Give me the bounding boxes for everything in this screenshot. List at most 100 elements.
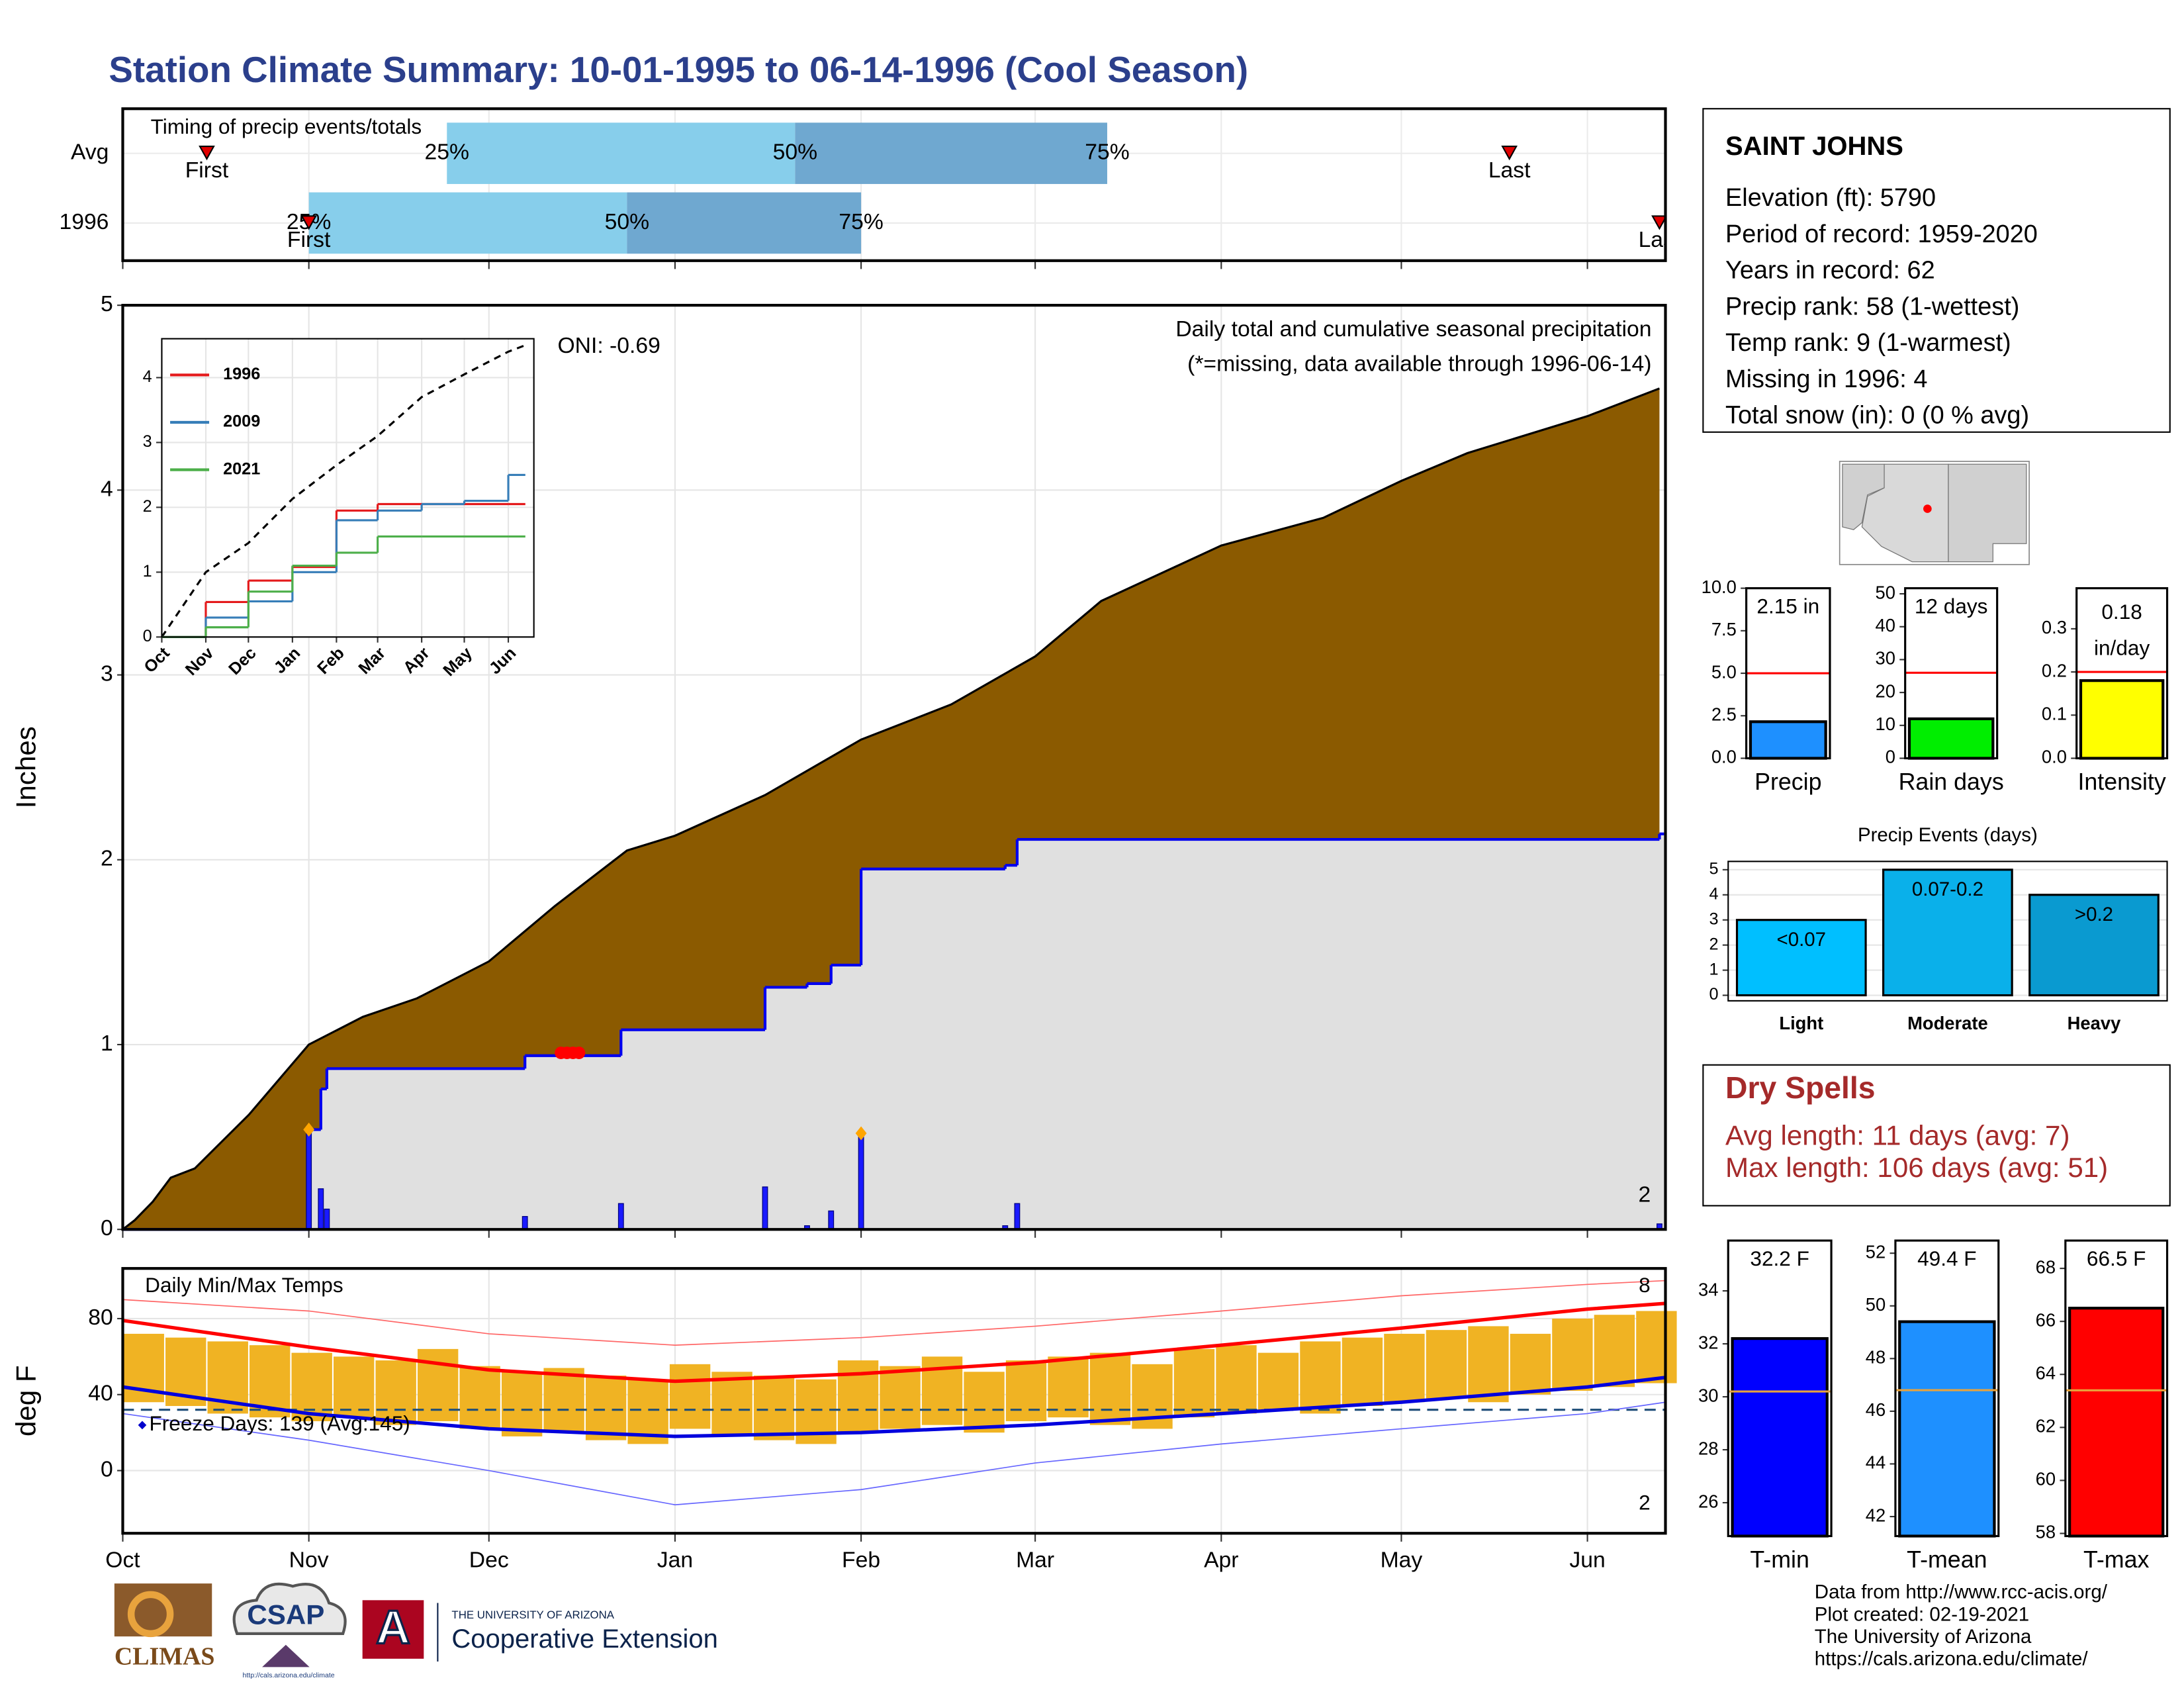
panel-border — [1904, 587, 1999, 760]
x-tick-label: Jan — [657, 1548, 693, 1572]
cumulative-fill — [1659, 833, 1665, 1230]
y-tick-label: 2 — [143, 497, 152, 516]
cumulative-fill — [807, 983, 833, 1230]
station-name: SAINT JOHNS — [1725, 132, 1903, 161]
panel-border — [121, 107, 1667, 262]
location-map — [1839, 461, 2030, 565]
event-bar — [1735, 919, 1867, 997]
credit: The University of Arizona — [1815, 1626, 2032, 1648]
dry-spells-box — [1702, 1064, 2171, 1207]
cumulative-fill — [764, 987, 808, 1230]
logo-shape — [232, 1582, 347, 1635]
info-line: Missing in 1996: 4 — [1725, 365, 1927, 393]
row-label: 1996 — [59, 210, 109, 234]
y-tick-label: 3 — [1709, 910, 1718, 928]
logo-shape — [127, 1591, 174, 1638]
y-tick-label: 60 — [2036, 1469, 2056, 1489]
y-tick-label: 80 — [88, 1305, 113, 1330]
quartile-label: 50% — [605, 210, 649, 234]
y-tick-label: 50 — [1875, 582, 1895, 602]
quartile-label: 75% — [839, 210, 883, 234]
temp-range-bar — [1510, 1333, 1551, 1395]
legend-label: 1996 — [223, 365, 260, 383]
station-dot — [1923, 504, 1932, 513]
x-tick-label: Light — [1779, 1013, 1823, 1033]
y-tick-label: 40 — [88, 1382, 113, 1406]
event-label: First — [185, 158, 229, 183]
y-tick-label: 10.0 — [1702, 577, 1737, 597]
temp-range-bar — [543, 1368, 584, 1433]
average-cumulative-line — [122, 387, 1660, 1231]
x-tick-label: Dec — [469, 1548, 509, 1572]
event-marker — [300, 215, 317, 230]
y-tick-label: 68 — [2036, 1256, 2056, 1277]
y-tick-label: 40 — [1875, 615, 1895, 635]
x-tick-label: May — [1381, 1548, 1423, 1572]
daily-precip-bar — [858, 1133, 864, 1230]
dry-spells-title: Dry Spells — [1725, 1070, 1876, 1105]
temp-range-bar — [1089, 1352, 1131, 1425]
y-tick-label: 30 — [1698, 1385, 1718, 1405]
bin-label: 0.07-0.2 — [1912, 878, 1983, 900]
temp-range-bar — [964, 1372, 1005, 1433]
info-line: Elevation (ft): 5790 — [1725, 184, 1936, 212]
temp-range-bar — [333, 1356, 375, 1418]
panel-title: Timing of precip events/totals — [151, 115, 422, 138]
quartile-bar — [308, 192, 627, 254]
row-label: Avg — [71, 140, 109, 165]
cumulative-fill — [525, 1055, 622, 1230]
panel-border — [1727, 1239, 1833, 1538]
daily-precip-bar — [324, 1208, 330, 1230]
y-tick-label: 58 — [2036, 1522, 2056, 1542]
temp-range-bar — [1216, 1345, 1257, 1414]
info-line: Years in record: 62 — [1725, 257, 1935, 285]
value-bar — [1749, 720, 1827, 760]
quartile-label: 50% — [773, 140, 817, 165]
quartile-bar — [447, 122, 796, 184]
y-tick-label: 0.2 — [2042, 660, 2067, 680]
value-bar — [1907, 717, 1995, 760]
value-label: 66.5 F — [2087, 1246, 2146, 1270]
legend-label: 2021 — [223, 459, 260, 478]
logo-text: Cooperative Extension — [451, 1624, 717, 1654]
y-tick-label: 3 — [101, 661, 113, 686]
y-tick-label: 32 — [1698, 1332, 1718, 1352]
chart-title: Daily total and cumulative seasonal prec… — [1175, 317, 1651, 342]
legend-label: 2009 — [223, 412, 260, 431]
x-tick-label: Heavy — [2068, 1013, 2121, 1033]
quartile-bar — [795, 122, 1107, 184]
temp-range-bar — [1384, 1333, 1425, 1403]
freeze-label: Freeze Days: 139 (Avg:145) — [149, 1411, 410, 1435]
panel-border — [2075, 587, 2169, 760]
info-line: Total snow (in): 0 (0 % avg) — [1725, 402, 2029, 430]
x-axis-label: Rain days — [1899, 769, 2004, 795]
cumulative-fill — [831, 964, 862, 1230]
y-tick-label: 52 — [1866, 1241, 1886, 1262]
y-tick-label: 0 — [143, 627, 152, 645]
y-tick-label: 42 — [1866, 1505, 1886, 1525]
peak-marker — [303, 1122, 315, 1137]
missing-marker — [572, 1047, 586, 1060]
panel-border — [1727, 861, 2168, 1002]
y-tick-label: 2.5 — [1711, 704, 1737, 725]
event-marker — [1651, 215, 1666, 230]
bin-label: <0.07 — [1777, 929, 1827, 951]
y-tick-label: 0 — [101, 1216, 113, 1241]
quartile-bar — [627, 192, 862, 254]
y-tick-label: 46 — [1866, 1399, 1886, 1420]
x-tick-label: Feb — [842, 1548, 880, 1572]
event-bar — [1882, 868, 2013, 997]
y-tick-label: 0.0 — [1711, 747, 1737, 767]
cumulative-fill — [326, 1068, 526, 1230]
temp-range-bar — [1257, 1352, 1299, 1410]
event-label: First — [287, 228, 331, 252]
panel-border — [121, 1267, 1667, 1535]
y-tick-label: 44 — [1866, 1452, 1886, 1473]
temp-range-bar — [711, 1372, 752, 1436]
x-tick-label: Moderate — [1907, 1013, 1988, 1033]
temp-line — [122, 1301, 1666, 1383]
y-axis-label: deg F — [10, 1365, 41, 1436]
value-label: 49.4 F — [1917, 1246, 1977, 1270]
y-tick-label: 0.0 — [2042, 747, 2067, 767]
